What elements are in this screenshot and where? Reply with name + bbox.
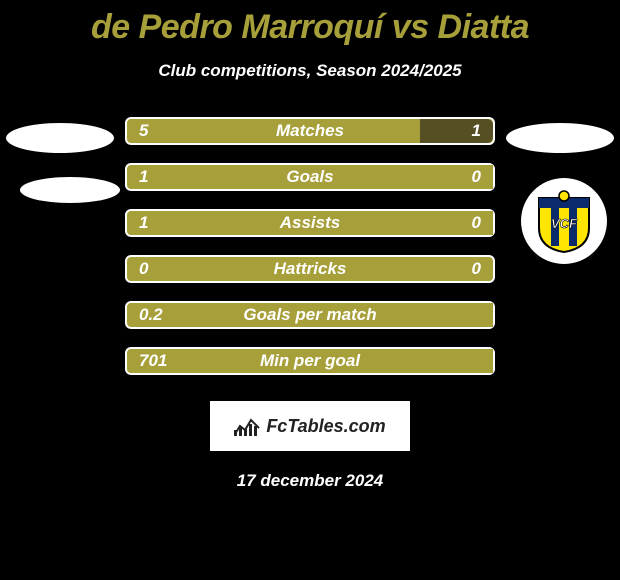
shield-icon: VCF bbox=[529, 186, 599, 256]
fctables-label: FcTables.com bbox=[266, 416, 385, 437]
stat-rows: 5Matches11Goals01Assists00Hattricks00.2G… bbox=[125, 117, 495, 375]
stat-row: 701Min per goal bbox=[125, 347, 495, 375]
stat-row: 1Assists0 bbox=[125, 209, 495, 237]
stat-value-right: 0 bbox=[472, 213, 481, 233]
stat-label: Goals per match bbox=[127, 305, 493, 325]
svg-text:VCF: VCF bbox=[551, 216, 578, 231]
stat-value-right: 0 bbox=[472, 167, 481, 187]
stat-label: Hattricks bbox=[127, 259, 493, 279]
stat-value-right: 0 bbox=[472, 259, 481, 279]
stat-label: Min per goal bbox=[127, 351, 493, 371]
page-title: de Pedro Marroquí vs Diatta bbox=[91, 8, 529, 47]
stat-label: Matches bbox=[127, 121, 493, 141]
left-club-ellipse-2 bbox=[20, 177, 120, 203]
right-club-ellipse bbox=[506, 123, 614, 153]
stat-row: 1Goals0 bbox=[125, 163, 495, 191]
stat-label: Assists bbox=[127, 213, 493, 233]
comparison-card: de Pedro Marroquí vs Diatta Club competi… bbox=[0, 0, 620, 580]
fctables-icon bbox=[234, 416, 260, 436]
stat-row: 0Hattricks0 bbox=[125, 255, 495, 283]
page-subtitle: Club competitions, Season 2024/2025 bbox=[158, 61, 461, 81]
fctables-badge: FcTables.com bbox=[210, 401, 410, 451]
right-club-badge: VCF bbox=[521, 178, 607, 264]
stat-row: 0.2Goals per match bbox=[125, 301, 495, 329]
stat-row: 5Matches1 bbox=[125, 117, 495, 145]
left-club-ellipse bbox=[6, 123, 114, 153]
stat-label: Goals bbox=[127, 167, 493, 187]
date-label: 17 december 2024 bbox=[237, 471, 384, 491]
stat-value-right: 1 bbox=[472, 121, 481, 141]
